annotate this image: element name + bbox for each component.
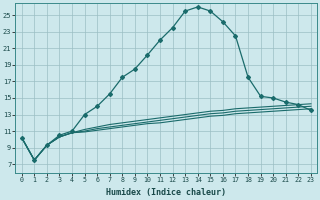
X-axis label: Humidex (Indice chaleur): Humidex (Indice chaleur) [106, 188, 226, 197]
